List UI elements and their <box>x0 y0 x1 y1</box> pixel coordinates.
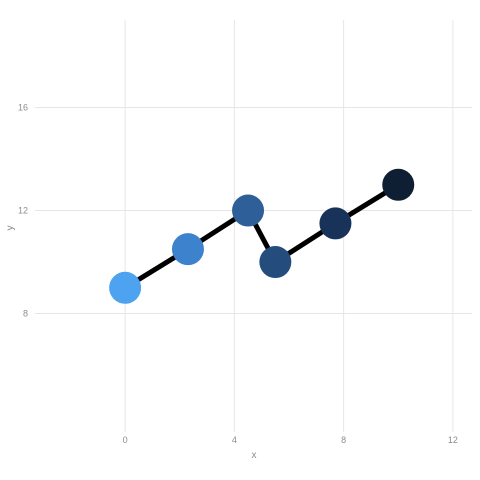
y-tick-label-1: 12 <box>18 206 28 216</box>
x-tick-label-0: 0 <box>123 435 128 445</box>
series-0-point-3 <box>259 246 292 279</box>
series-0-point-0 <box>109 271 142 304</box>
series-points <box>109 168 415 304</box>
series-0-point-1 <box>171 233 204 266</box>
series-0-point-2 <box>232 194 265 227</box>
x-tick-label-2: 8 <box>341 435 346 445</box>
series-0-point-5 <box>382 168 415 201</box>
tick-labels: 0 4 8 12 8 12 16 <box>18 103 458 445</box>
y-tick-label-2: 16 <box>18 103 28 113</box>
x-tick-label-3: 12 <box>448 435 458 445</box>
series-lines <box>122 182 401 291</box>
x-axis-label: x <box>252 450 257 461</box>
y-axis-label: y <box>5 226 16 231</box>
y-tick-label-0: 8 <box>23 309 28 319</box>
x-tick-label-1: 4 <box>232 435 237 445</box>
series-0-point-4 <box>319 207 352 240</box>
